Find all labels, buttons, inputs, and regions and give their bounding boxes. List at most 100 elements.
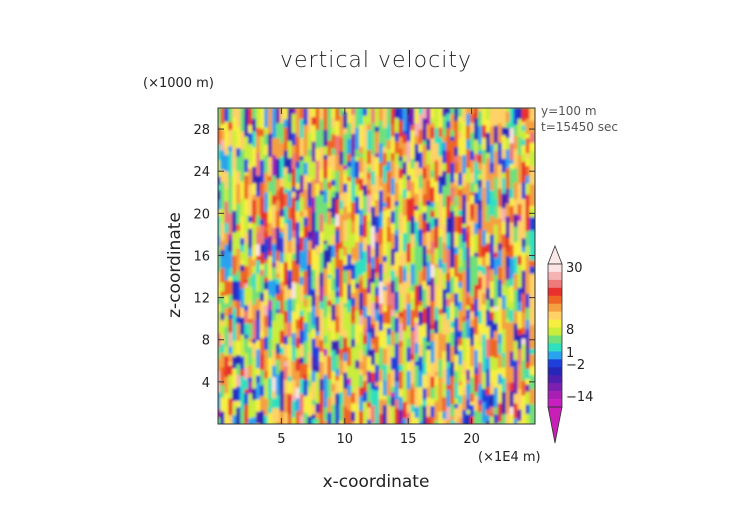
field-cell (339, 348, 347, 362)
field-cell (283, 119, 290, 130)
field-cell (271, 333, 279, 352)
field-cell (481, 422, 489, 424)
field-cell (271, 377, 280, 397)
field-cell (363, 148, 370, 168)
field-cell (418, 144, 426, 153)
field-cell (414, 353, 421, 362)
field-cell (343, 406, 350, 424)
field-cell (275, 408, 282, 424)
field-cell (414, 193, 421, 210)
field-cell (402, 108, 410, 132)
field-cell (339, 289, 347, 299)
field-cell (422, 174, 429, 179)
field-cell (339, 336, 345, 349)
field-cell (529, 248, 535, 266)
field-cell (418, 311, 426, 329)
field-cell (228, 212, 237, 237)
field-cell (256, 244, 264, 258)
field-cell (517, 240, 526, 259)
field-cell (454, 423, 461, 424)
field-cell (414, 285, 423, 307)
field-cell (279, 343, 288, 349)
field-cell (521, 219, 528, 240)
field-cell (307, 392, 316, 415)
field-cell (311, 108, 320, 118)
field-cell (319, 379, 326, 395)
field-cell (458, 185, 466, 191)
field-cell (279, 330, 287, 345)
field-cell (505, 237, 513, 258)
field-cell (256, 108, 264, 130)
field-cell (248, 144, 256, 169)
field-cell (398, 148, 405, 158)
field-cell (394, 332, 403, 344)
field-cell (442, 142, 450, 151)
field-cell (232, 265, 239, 276)
field-cell (529, 206, 535, 211)
field-cell (299, 276, 307, 288)
field-cell (390, 194, 398, 215)
field-cell (509, 391, 518, 409)
field-cell (236, 121, 243, 128)
field-cell (347, 378, 355, 386)
field-cell (525, 338, 534, 363)
field-cell (446, 195, 452, 222)
field-cell (426, 372, 435, 390)
field-cell (398, 317, 407, 324)
y-axis: 4 8 12 16 20 24 28 (193, 123, 535, 391)
field-cell (260, 182, 268, 202)
field-cell (244, 367, 251, 384)
x-axis-multiplier: (×1E4 m) (478, 450, 541, 465)
field-cell (462, 288, 469, 312)
field-cell (240, 307, 248, 320)
field-cell (220, 397, 228, 415)
field-cell (264, 337, 271, 355)
field-cell (343, 330, 350, 338)
field-cell (220, 367, 227, 389)
field-cell (462, 227, 468, 249)
field-cell (529, 375, 535, 394)
field-cell (505, 267, 513, 283)
field-cell (509, 108, 518, 131)
field-cell (240, 369, 247, 379)
field-cell (477, 229, 486, 250)
field-cell (291, 206, 298, 232)
field-cell (450, 331, 458, 348)
field-cell (367, 164, 374, 170)
field-cell (450, 268, 458, 280)
field-cell (299, 363, 307, 380)
colorbar-swatch (548, 343, 562, 352)
field-cell (422, 324, 429, 342)
field-cell (513, 360, 521, 371)
field-cell (260, 385, 267, 401)
field-cell (477, 210, 484, 236)
field-cell (228, 375, 235, 399)
field-cell (434, 264, 442, 269)
field-cell (275, 313, 283, 330)
field-cell (422, 415, 429, 424)
field-cell (517, 136, 525, 157)
field-cell (374, 382, 382, 387)
field-cell (378, 303, 387, 316)
field-cell (501, 108, 509, 128)
field-cell (430, 202, 438, 208)
field-cell (299, 193, 306, 199)
field-cell (466, 383, 473, 404)
field-cell (525, 166, 533, 180)
field-cell (474, 334, 482, 352)
field-cell (311, 381, 318, 405)
field-cell (331, 371, 337, 387)
field-cell (434, 375, 442, 380)
field-cell (418, 301, 425, 306)
field-cell (367, 124, 374, 132)
field-cell (398, 234, 405, 255)
field-cell (256, 256, 264, 262)
field-cell (363, 207, 370, 219)
field-cell (477, 257, 485, 267)
field-cell (220, 313, 229, 322)
field-cell (367, 172, 374, 181)
colorbar-tick-label: 30 (566, 261, 583, 276)
field-cell (351, 133, 357, 160)
field-cell (442, 419, 450, 424)
field-cell (529, 289, 535, 313)
